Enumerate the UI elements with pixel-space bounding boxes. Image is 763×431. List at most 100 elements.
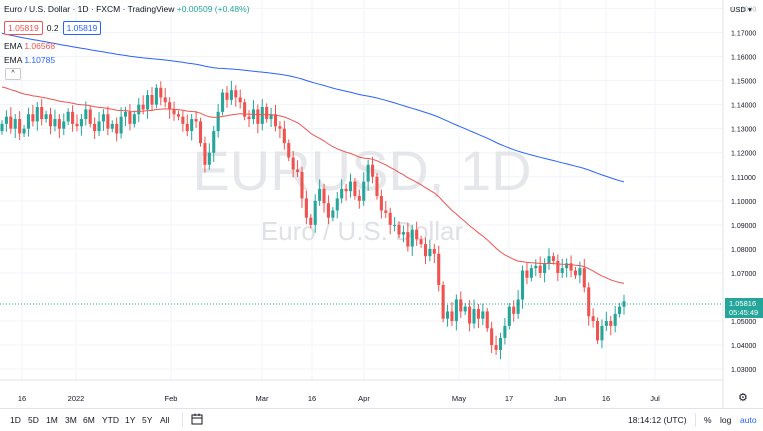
sell-price-button[interactable]: 1.05819: [4, 21, 43, 35]
candle-body: [84, 109, 88, 120]
candle: [335, 191, 339, 219]
candle-body: [304, 198, 308, 218]
candle-body: [569, 263, 573, 271]
candle-body: [93, 123, 97, 132]
candle-body: [529, 268, 533, 278]
candle: [600, 319, 604, 349]
candle: [221, 88, 225, 116]
candle: [560, 258, 564, 279]
candle: [40, 99, 44, 126]
trade-buttons: 1.05819 0.2 1.05819: [4, 21, 102, 35]
candle: [256, 104, 260, 134]
candle: [154, 84, 158, 109]
toolbar-divider: [182, 413, 183, 427]
candle: [415, 221, 419, 246]
candle-body: [344, 188, 348, 192]
candle-body: [538, 265, 542, 273]
candle-body: [0, 123, 4, 132]
candle-body: [472, 309, 476, 324]
candle-body: [128, 111, 132, 124]
candle-body: [221, 92, 225, 112]
candle: [454, 294, 458, 331]
time-tick-label: 16: [602, 394, 610, 403]
candle: [322, 183, 326, 213]
go-to-date-icon[interactable]: [190, 412, 204, 428]
symbol-title[interactable]: Euro / U.S. Dollar · 1D · FXCM · Trading…: [4, 4, 175, 14]
current-price-countdown: 05:45:49: [729, 308, 758, 317]
range-5y-button[interactable]: 5Y: [142, 415, 153, 425]
candle-body: [618, 306, 622, 314]
utc-clock[interactable]: 18:14:12 (UTC): [628, 415, 687, 425]
candle-body: [415, 229, 419, 240]
candle: [190, 114, 194, 141]
candle: [622, 294, 626, 315]
candle-body: [498, 337, 503, 350]
candle-body: [194, 119, 198, 122]
candle-body: [520, 270, 525, 300]
candle: [340, 179, 344, 204]
candle: [366, 159, 370, 191]
ema-fast-label: EMA: [4, 41, 22, 51]
candle: [35, 101, 39, 131]
candle-body: [4, 116, 8, 124]
candle-body: [604, 321, 608, 326]
candle-body: [260, 107, 264, 124]
candle-body: [379, 196, 383, 211]
candle-body: [238, 97, 242, 103]
candle: [613, 305, 617, 333]
auto-toggle[interactable]: auto: [740, 415, 757, 425]
gear-icon[interactable]: ⚙: [738, 392, 748, 404]
time-tick-label: Jun: [554, 394, 566, 403]
candle: [62, 113, 66, 136]
currency-selector[interactable]: USD ▾: [730, 5, 752, 14]
candle-body: [507, 306, 511, 326]
time-tick-label: 2022: [68, 394, 85, 403]
candle: [379, 189, 383, 219]
currency-label: USD: [730, 5, 746, 14]
buy-price-button[interactable]: 1.05819: [62, 21, 102, 35]
ema-fast-legend[interactable]: EMA 1.06568: [4, 41, 55, 51]
percent-toggle[interactable]: %: [704, 415, 712, 425]
range-5d-button[interactable]: 5D: [28, 415, 39, 425]
candle-body: [185, 123, 189, 132]
candle: [269, 107, 273, 127]
candle: [437, 245, 441, 292]
range-1y-button[interactable]: 1Y: [125, 415, 136, 425]
ema-slow-legend[interactable]: EMA 1.10785: [4, 55, 55, 65]
range-6m-button[interactable]: 6M: [83, 415, 95, 425]
time-axis[interactable]: 16 2022 Feb Mar 16 Apr May 17 Jun 16 Jul: [18, 394, 660, 403]
log-toggle[interactable]: log: [720, 415, 732, 425]
candle-body: [198, 121, 203, 144]
collapse-legend-icon[interactable]: ^: [5, 68, 21, 80]
candle: [194, 111, 198, 128]
candle: [529, 264, 533, 282]
candle-body: [481, 311, 485, 319]
candle-body: [282, 128, 286, 144]
range-3m-button[interactable]: 3M: [65, 415, 77, 425]
candle: [300, 166, 304, 208]
candle: [432, 243, 436, 264]
candle-body: [543, 263, 547, 273]
range-ytd-button[interactable]: YTD: [102, 415, 119, 425]
range-1m-button[interactable]: 1M: [46, 415, 58, 425]
candle: [578, 261, 582, 284]
candle-body: [234, 90, 238, 98]
candle-body: [432, 248, 436, 254]
candle: [176, 110, 180, 121]
time-tick-label: 16: [308, 394, 316, 403]
candle: [503, 317, 507, 345]
price-tick-label: 1.17000: [731, 30, 756, 37]
candle-body: [229, 90, 233, 100]
candle-body: [534, 265, 538, 269]
candle: [48, 107, 53, 135]
candle: [287, 139, 291, 162]
candle: [344, 183, 348, 201]
price-axis[interactable]: 1.18000 1.17000 1.16000 1.15000 1.14000 1.130…: [731, 6, 756, 374]
ema-slow-label: EMA: [4, 55, 22, 65]
time-tick-label: Apr: [358, 394, 370, 403]
range-all-button[interactable]: All: [160, 415, 170, 425]
candle: [18, 111, 22, 140]
price-tick-label: 1.14000: [731, 103, 756, 110]
range-1d-button[interactable]: 1D: [10, 415, 21, 425]
